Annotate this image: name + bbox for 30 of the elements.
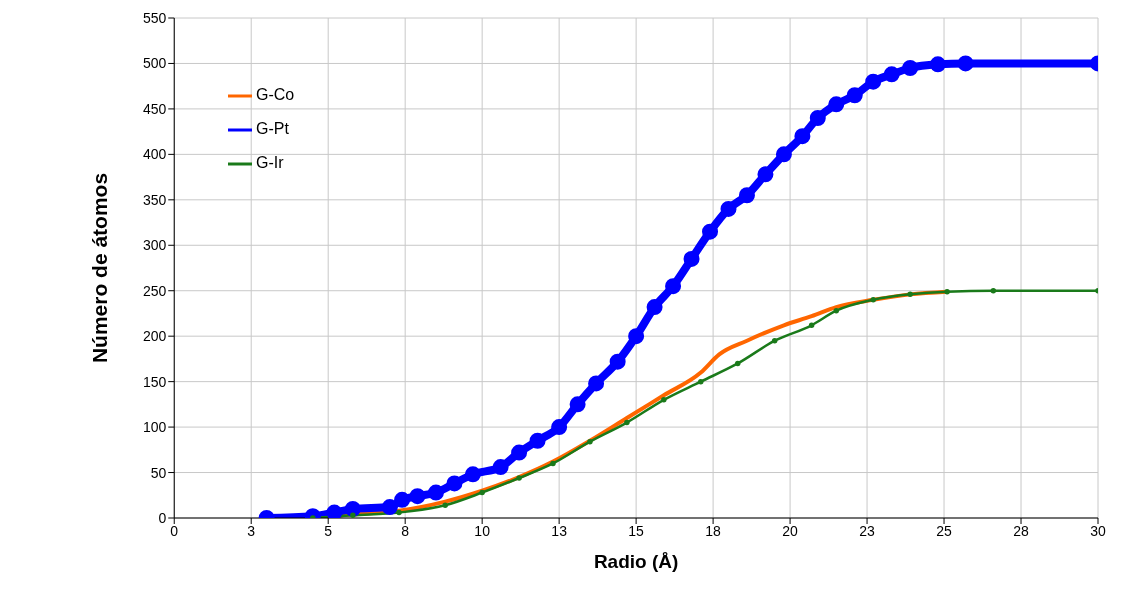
legend-label: G-Co [256,86,295,103]
legend-label: G-Pt [256,120,289,137]
y-tick-label: 300 [142,237,167,254]
y-tick-label: 200 [142,328,167,345]
x-tick-label: 30 [1090,522,1106,539]
x-tick-label: 10 [474,522,491,539]
y-tick-label: 400 [142,146,167,163]
x-tick-label: 3 [247,522,256,539]
x-axis-title: Radio (Å) [593,551,679,572]
y-tick-label: 250 [142,282,167,299]
x-tick-label: 0 [170,522,179,539]
x-tick-label: 23 [859,522,876,539]
x-tick-label: 18 [705,522,722,539]
y-tick-label: 500 [142,55,167,72]
y-tick-label: 550 [142,9,167,26]
y-tick-label: 0 [158,509,167,526]
x-tick-label: 25 [936,522,953,539]
x-tick-label: 20 [782,522,799,539]
x-tick-label: 28 [1013,522,1030,539]
x-tick-label: 8 [401,522,410,539]
y-tick-label: 350 [142,191,167,208]
x-tick-label: 13 [551,522,568,539]
x-tick-label: 15 [628,522,645,539]
y-tick-label: 150 [142,373,167,390]
y-axis-title: Número de átomos [87,172,111,364]
legend-label: G-Ir [256,154,284,171]
y-tick-label: 50 [150,464,167,481]
y-tick-label: 100 [142,419,167,436]
x-tick-label: 5 [324,522,333,539]
y-tick-label: 450 [142,100,167,117]
